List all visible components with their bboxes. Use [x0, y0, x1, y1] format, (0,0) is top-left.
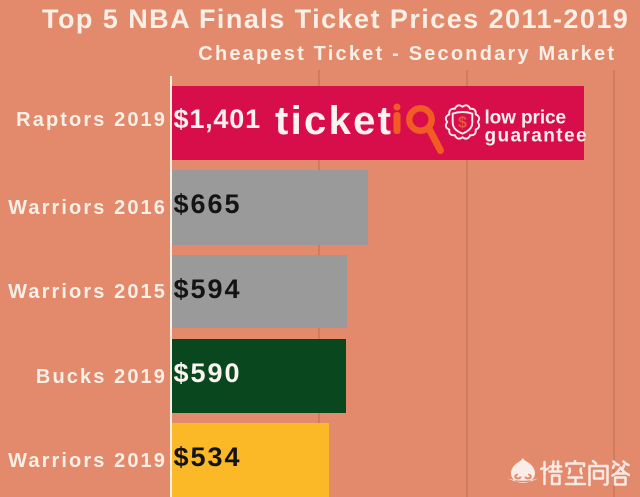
svg-text:low price: low price	[484, 107, 565, 128]
svg-text:guarantee: guarantee	[484, 125, 587, 146]
svg-text:ticket: ticket	[275, 99, 393, 143]
svg-text:$: $	[458, 114, 467, 131]
